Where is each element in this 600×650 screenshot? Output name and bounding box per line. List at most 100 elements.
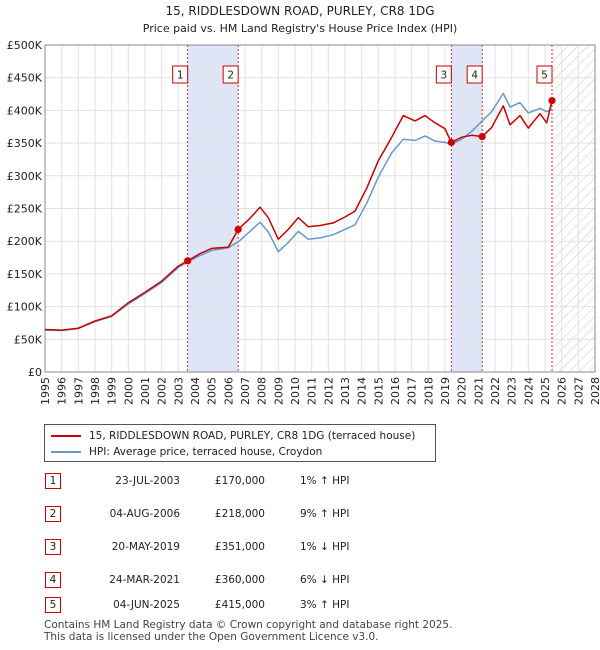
x-tick-label: 2004 xyxy=(189,377,202,405)
sale-hpi-change: 9% ↑ HPI xyxy=(300,508,350,520)
legend-item-property: 15, RIDDLESDOWN ROAD, PURLEY, CR8 1DG (t… xyxy=(51,428,415,444)
x-tick-label: 1997 xyxy=(72,377,85,405)
x-tick-label: 2014 xyxy=(356,377,369,405)
legend-label-property: 15, RIDDLESDOWN ROAD, PURLEY, CR8 1DG (t… xyxy=(89,430,416,442)
sale-number-badge: 3 xyxy=(45,539,61,555)
sale-point xyxy=(548,96,556,105)
x-tick-label: 1999 xyxy=(106,377,119,405)
sale-label-box xyxy=(435,65,452,84)
x-tick-label: 2019 xyxy=(439,377,452,405)
legend-swatch-property xyxy=(51,435,81,437)
x-tick-label: 2018 xyxy=(422,377,435,405)
y-tick-label: £200K xyxy=(7,235,43,248)
y-tick-label: £250K xyxy=(7,203,43,216)
y-tick-label: £50K xyxy=(14,333,43,346)
sale-price: £170,000 xyxy=(214,475,265,487)
sale-date: 20-MAY-2019 xyxy=(111,541,180,553)
x-tick-label: 1996 xyxy=(56,377,69,405)
sale-number-badge: 5 xyxy=(45,597,61,613)
x-tick-label: 2016 xyxy=(389,377,402,405)
chart-title: 15, RIDDLESDOWN ROAD, PURLEY, CR8 1DG xyxy=(165,4,434,18)
x-tick-label: 2010 xyxy=(289,377,302,405)
x-tick-label: 1998 xyxy=(89,377,102,405)
y-tick-label: £300K xyxy=(7,170,43,183)
x-tick-label: 2013 xyxy=(339,377,352,405)
footer-attribution: Contains HM Land Registry data © Crown c… xyxy=(44,619,452,643)
sale-number-badge: 1 xyxy=(45,473,61,489)
x-tick-label: 2022 xyxy=(489,377,502,405)
sale-row: 1 23-JUL-2003 £170,000 1% ↑ HPI xyxy=(0,472,600,492)
x-tick-label: 2026 xyxy=(556,377,569,405)
x-tick-label: 2012 xyxy=(322,377,335,405)
y-tick-label: £350K xyxy=(7,137,43,150)
x-tick-label: 2008 xyxy=(256,377,269,405)
sale-label-box xyxy=(222,65,239,84)
footer-copyright: Contains HM Land Registry data © Crown c… xyxy=(44,619,453,631)
price-chart: 15, RIDDLESDOWN ROAD, PURLEY, CR8 1DG Pr… xyxy=(7,4,600,405)
sale-label-number: 1 xyxy=(177,70,184,82)
x-tick-label: 2024 xyxy=(522,377,535,405)
y-tick-label: £400K xyxy=(7,104,43,117)
sale-label-number: 3 xyxy=(440,70,447,82)
legend-label-hpi: HPI: Average price, terraced house, Croy… xyxy=(89,446,323,458)
x-tick-label: 2011 xyxy=(306,377,319,405)
sale-price: £360,000 xyxy=(214,574,265,586)
x-tick-label: 2015 xyxy=(372,377,385,405)
x-tick-label: 2007 xyxy=(239,377,252,405)
x-tick-label: 2009 xyxy=(272,377,285,405)
sale-date: 04-AUG-2006 xyxy=(109,508,180,520)
y-tick-label: £100K xyxy=(7,301,43,314)
sale-point xyxy=(184,257,192,265)
sale-number-badge: 4 xyxy=(45,572,61,588)
sale-date: 23-JUL-2003 xyxy=(115,475,180,487)
sale-price: £415,000 xyxy=(214,599,265,611)
sale-label-number: 2 xyxy=(227,70,234,82)
sale-hpi-change: 1% ↑ HPI xyxy=(300,475,350,487)
legend-item-hpi: HPI: Average price, terraced house, Croy… xyxy=(51,444,322,460)
y-tick-label: £450K xyxy=(7,72,43,85)
sale-row: 4 24-MAR-2021 £360,000 6% ↓ HPI xyxy=(0,571,600,591)
y-tick-label: £0 xyxy=(28,366,42,379)
chart-subtitle: Price paid vs. HM Land Registry's House … xyxy=(143,22,458,35)
x-tick-label: 1995 xyxy=(39,377,52,405)
x-tick-label: 2027 xyxy=(572,377,585,405)
sale-row: 2 04-AUG-2006 £218,000 9% ↑ HPI xyxy=(0,505,600,525)
sale-point xyxy=(478,132,486,141)
x-tick-label: 2001 xyxy=(139,377,152,405)
sale-hpi-change: 1% ↓ HPI xyxy=(300,541,350,553)
footer-licence: This data is licensed under the Open Gov… xyxy=(44,631,379,643)
legend-swatch-hpi xyxy=(51,451,81,453)
sale-hpi-change: 3% ↑ HPI xyxy=(300,599,350,611)
sale-hpi-change: 6% ↓ HPI xyxy=(300,574,350,586)
x-tick-label: 2006 xyxy=(222,377,235,405)
hpi-line xyxy=(44,92,553,332)
y-tick-label: £500K xyxy=(7,39,43,52)
x-tick-label: 2021 xyxy=(472,377,485,405)
x-tick-label: 2023 xyxy=(506,377,519,405)
x-tick-label: 2002 xyxy=(156,377,169,405)
chart-legend: 15, RIDDLESDOWN ROAD, PURLEY, CR8 1DG (t… xyxy=(44,424,436,462)
sale-label-box xyxy=(536,65,553,84)
x-tick-label: 2000 xyxy=(122,377,135,405)
sale-date: 04-JUN-2025 xyxy=(113,599,180,611)
y-tick-label: £150K xyxy=(7,268,43,281)
sale-row: 3 20-MAY-2019 £351,000 1% ↓ HPI xyxy=(0,538,600,558)
x-tick-label: 2028 xyxy=(589,377,600,405)
x-tick-label: 2020 xyxy=(456,377,469,405)
sale-price: £351,000 xyxy=(214,541,265,553)
property-price-line xyxy=(44,100,553,331)
sale-number-badge: 2 xyxy=(45,506,61,522)
x-tick-label: 2003 xyxy=(172,377,185,405)
plot-border xyxy=(44,44,596,373)
sale-point xyxy=(234,225,242,234)
x-tick-label: 2025 xyxy=(539,377,552,405)
sale-label-number: 4 xyxy=(471,70,478,82)
sale-point xyxy=(447,138,455,147)
sale-price: £218,000 xyxy=(214,508,265,520)
sale-label-number: 5 xyxy=(541,70,548,82)
x-tick-label: 2005 xyxy=(206,377,219,405)
sale-row: 5 04-JUN-2025 £415,000 3% ↑ HPI xyxy=(0,596,600,616)
x-tick-label: 2017 xyxy=(406,377,419,405)
sale-label-box xyxy=(172,65,189,84)
sale-date: 24-MAR-2021 xyxy=(109,574,180,586)
